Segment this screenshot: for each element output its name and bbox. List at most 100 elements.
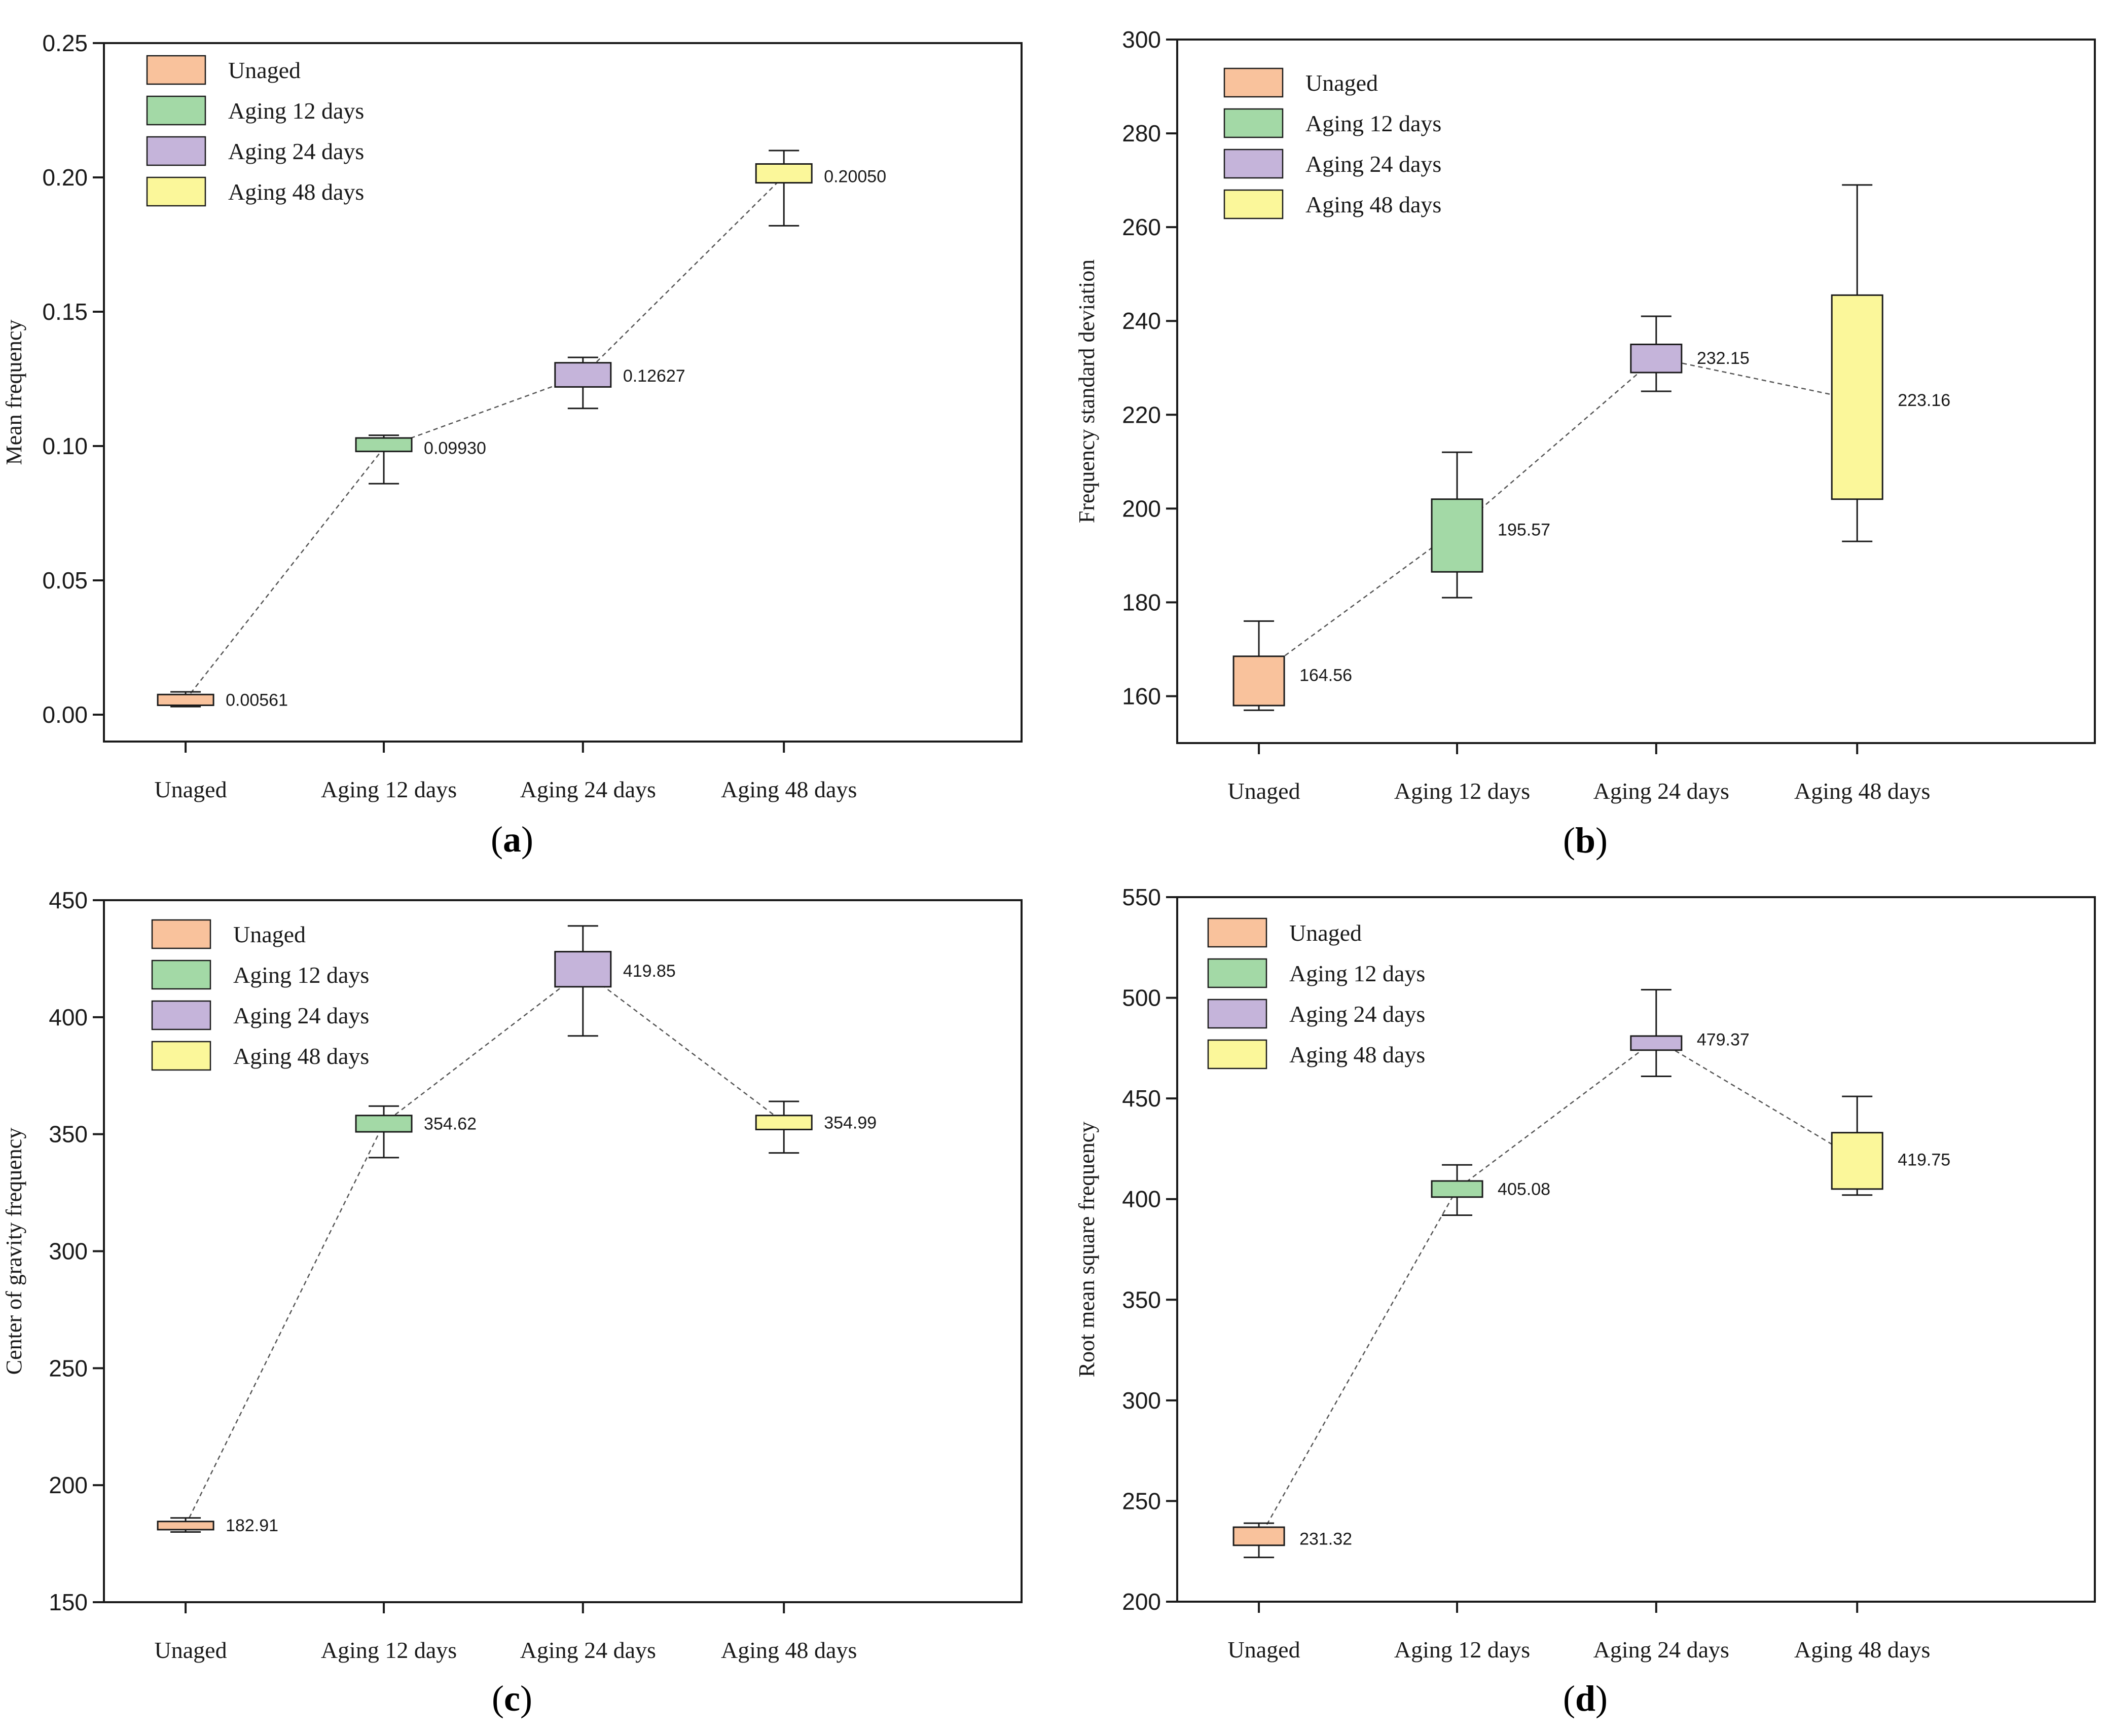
y-tick-label: 550 <box>1122 884 1161 910</box>
legend-entry: Unaged <box>1289 920 1362 946</box>
x-tick-label: Aging 48 days <box>721 777 857 802</box>
legend-swatch <box>1207 1039 1267 1069</box>
y-tick-label: 300 <box>1122 26 1161 53</box>
legend-swatch <box>1207 917 1267 948</box>
legend-entry: Aging 24 days <box>233 1003 369 1028</box>
y-tick-label: 500 <box>1122 985 1161 1011</box>
box-3: 0.12627 <box>554 356 685 410</box>
legend-swatch <box>1207 958 1267 988</box>
mean-value-label: 0.20050 <box>824 167 886 186</box>
legend-entry: Aging 24 days <box>1305 151 1441 177</box>
panel-caption: (d) <box>1563 1678 1608 1719</box>
legend-entry: Aging 24 days <box>228 138 364 164</box>
box-body <box>755 1115 813 1130</box>
caption-letter: a <box>503 819 521 860</box>
y-tick-label: 350 <box>1122 1286 1161 1313</box>
box-body <box>1831 1132 1883 1190</box>
legend-entry: Aging 12 days <box>1289 961 1425 986</box>
mean-value-label: 419.85 <box>623 962 676 981</box>
box-body <box>755 163 813 184</box>
legend-entry: Aging 24 days <box>1289 1001 1425 1027</box>
legend-entry: Aging 12 days <box>233 962 369 988</box>
y-tick-label: 300 <box>49 1238 88 1265</box>
box-3: 479.37 <box>1630 989 1750 1077</box>
box-body <box>1232 655 1285 707</box>
legend-entry: Aging 12 days <box>228 98 364 124</box>
legend-entry: Unaged <box>228 57 301 83</box>
x-tick-label: Aging 12 days <box>1394 778 1530 804</box>
caption-letter: b <box>1575 820 1595 861</box>
mean-value-label: 232.15 <box>1697 349 1750 368</box>
box-2: 0.09930 <box>355 434 486 485</box>
legend-swatch <box>146 136 206 166</box>
legend: Unaged Aging 12 days Aging 24 days Aging 48… <box>146 55 364 207</box>
y-tick-label: 200 <box>49 1472 88 1498</box>
caption-close-paren: ) <box>1595 820 1608 861</box>
plot-frame <box>1176 39 2096 744</box>
legend-swatch <box>1223 67 1284 98</box>
legend: Unaged Aging 12 days Aging 24 days Aging 48… <box>151 919 369 1071</box>
caption-open-paren: ( <box>491 819 503 860</box>
caption-close-paren: ) <box>521 819 533 860</box>
y-tick-label: 0.15 <box>42 299 88 325</box>
mean-value-label: 479.37 <box>1697 1030 1750 1050</box>
mean-value-label: 354.62 <box>424 1114 477 1133</box>
y-tick-label: 250 <box>49 1355 88 1381</box>
y-tick-label: 200 <box>1122 1589 1161 1615</box>
x-tick-label: Unaged <box>1228 778 1300 804</box>
legend-swatch <box>151 1000 211 1030</box>
panel-caption: (a) <box>491 819 533 860</box>
x-tick-label: Aging 24 days <box>520 1637 656 1663</box>
mean-value-label: 182.91 <box>226 1516 278 1535</box>
caption-close-paren: ) <box>520 1678 532 1719</box>
plot-frame <box>103 42 1023 743</box>
panel-d: 200 250 300 350 400 450 500 550 Root mean square… <box>1074 884 2096 1719</box>
legend-entry: Aging 48 days <box>233 1043 369 1069</box>
legend-entry: Unaged <box>233 921 306 947</box>
legend-swatch <box>146 55 206 85</box>
box-2: 354.62 <box>355 1105 477 1159</box>
y-axis-label: Frequency standard deviation <box>1074 260 1099 524</box>
y-tick-label: 280 <box>1122 120 1161 146</box>
x-tick-label: Aging 24 days <box>1593 1637 1729 1663</box>
box-body <box>554 362 612 388</box>
y-tick-label: 180 <box>1122 589 1161 615</box>
y-tick-label: 240 <box>1122 308 1161 334</box>
caption-close-paren: ) <box>1595 1678 1608 1719</box>
y-tick-label: 260 <box>1122 214 1161 240</box>
y-tick-label: 150 <box>49 1589 88 1615</box>
mean-value-label: 231.32 <box>1299 1530 1352 1549</box>
y-tick-label: 350 <box>49 1121 88 1148</box>
legend-swatch <box>151 1041 211 1071</box>
y-tick-label: 0.05 <box>42 567 88 594</box>
x-tick-label: Aging 24 days <box>520 777 656 802</box>
y-tick-label: 200 <box>1122 495 1161 522</box>
box-body <box>157 1521 214 1531</box>
y-tick-label: 220 <box>1122 401 1161 428</box>
x-tick-label: Unaged <box>155 1637 227 1663</box>
legend: Unaged Aging 12 days Aging 24 days Aging 48… <box>1207 917 1425 1069</box>
legend-swatch <box>146 176 206 207</box>
x-tick-label: Aging 12 days <box>321 777 457 802</box>
caption-letter: c <box>504 1678 520 1719</box>
y-tick-label: 0.25 <box>42 30 88 56</box>
x-tick-label: Unaged <box>155 777 227 802</box>
panel-c: 150 200 250 300 350 400 450 Center of gravity f… <box>2 887 1023 1719</box>
legend-swatch <box>1207 999 1267 1029</box>
box-4: 223.16 <box>1831 184 1950 542</box>
y-tick-label: 160 <box>1122 683 1161 709</box>
y-tick-label: 450 <box>1122 1085 1161 1112</box>
box-3: 232.15 <box>1630 315 1750 392</box>
legend-swatch <box>151 919 211 949</box>
mean-value-label: 223.16 <box>1898 391 1950 410</box>
caption-open-paren: ( <box>1563 1678 1575 1719</box>
box-body <box>355 437 413 453</box>
box-body <box>1630 343 1683 374</box>
box-3: 419.85 <box>554 925 676 1037</box>
plot-frame <box>1176 896 2096 1603</box>
box-1: 0.00561 <box>157 690 288 710</box>
box-2: 405.08 <box>1431 1164 1550 1216</box>
y-tick-label: 400 <box>1122 1186 1161 1212</box>
box-body <box>157 693 214 706</box>
y-tick-label: 0.20 <box>42 164 88 191</box>
